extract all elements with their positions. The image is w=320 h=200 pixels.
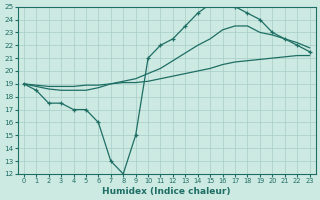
- X-axis label: Humidex (Indice chaleur): Humidex (Indice chaleur): [102, 187, 231, 196]
